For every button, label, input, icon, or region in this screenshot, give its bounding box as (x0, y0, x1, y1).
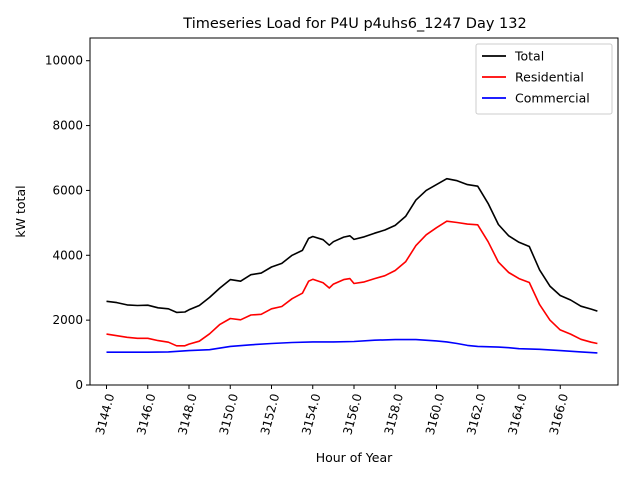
series-layer (106, 177, 598, 354)
series-line-residential (106, 220, 598, 347)
legend-label-commercial: Commercial (515, 91, 590, 106)
x-axis-label: Hour of Year (316, 450, 393, 465)
legend-label-residential: Residential (515, 70, 584, 85)
legend: Total Residential Commercial (475, 43, 613, 115)
y-axis-ticks: 0 2000 4000 6000 8000 10000 (45, 54, 90, 392)
y-tick-label: 0 (75, 378, 83, 392)
chart-title: Timeseries Load for P4U p4uhs6_1247 Day … (182, 16, 526, 32)
y-axis-label: kW total (13, 185, 28, 237)
y-tick-label: 10000 (45, 54, 83, 68)
series-line-commercial (106, 338, 598, 354)
legend-box (475, 43, 613, 115)
legend-label-total: Total (514, 49, 544, 64)
y-tick-label: 8000 (52, 119, 83, 133)
y-tick-label: 2000 (52, 313, 83, 327)
y-tick-label: 6000 (52, 183, 83, 197)
y-tick-label: 4000 (52, 248, 83, 262)
series-line-total (106, 177, 598, 314)
